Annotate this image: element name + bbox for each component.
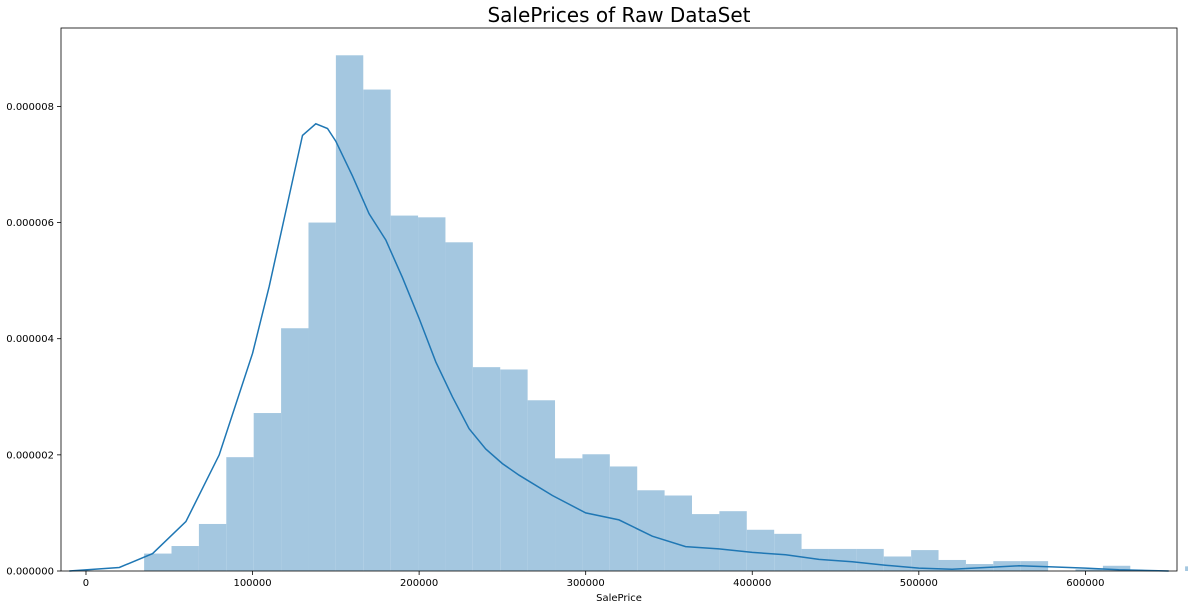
histogram-bar [363, 89, 391, 571]
histogram-bar [198, 523, 227, 571]
y-tick-label: 0.000006 [6, 218, 54, 229]
y-axis: 0.000000 0.000002 0.000004 0.000006 0.000008 [6, 102, 61, 578]
histogram-bar [1075, 569, 1103, 571]
kde-line [69, 122, 1169, 572]
histogram-bar [418, 217, 446, 571]
histogram-bar [664, 495, 692, 571]
y-tick-label: 0.000008 [6, 102, 54, 113]
histogram-bar [774, 533, 802, 571]
x-axis-label: SalePrice [596, 593, 642, 604]
x-axis: 0 100000 200000 300000 400000 500000 600000 [83, 571, 1104, 589]
histogram-bar [445, 242, 473, 571]
plot-frame [60, 27, 1178, 572]
histogram-bar [1185, 566, 1188, 571]
x-tick-label: 100000 [233, 578, 271, 589]
x-tick-label: 200000 [400, 578, 438, 589]
histogram-bar [527, 400, 556, 571]
chart-title: SalePrices of Raw DataSet [487, 3, 750, 27]
histogram-bar [555, 458, 583, 571]
histogram-bar [281, 328, 309, 571]
histogram-bar [828, 548, 857, 571]
histogram-bar [226, 457, 254, 571]
histogram-bar [1102, 565, 1131, 571]
histogram-bar [500, 369, 528, 571]
histogram-bar [144, 553, 172, 571]
histogram-bar [390, 215, 419, 571]
x-tick-label: 400000 [733, 578, 771, 589]
histogram-bars [144, 55, 1188, 572]
histogram-bar [719, 511, 747, 571]
x-tick-label: 600000 [1066, 578, 1104, 589]
histogram-bar [746, 529, 775, 571]
histogram-bar [856, 548, 884, 571]
histogram-bar [335, 55, 364, 572]
histogram-bar [938, 559, 966, 571]
histogram-bar [472, 367, 501, 571]
histogram-bar [801, 548, 829, 571]
x-tick-label: 500000 [900, 578, 938, 589]
y-tick-label: 0.000002 [6, 450, 54, 461]
y-tick-label: 0.000004 [6, 334, 54, 345]
y-tick-label: 0.000000 [6, 567, 54, 578]
histogram-bar [911, 550, 939, 571]
histogram-bar [691, 514, 720, 571]
histogram-bar [883, 556, 912, 571]
histogram-bar [171, 546, 199, 571]
x-tick-label: 300000 [567, 578, 605, 589]
histogram-bar [253, 413, 282, 571]
x-tick-label: 0 [83, 578, 89, 589]
histogram-bar [308, 222, 336, 572]
